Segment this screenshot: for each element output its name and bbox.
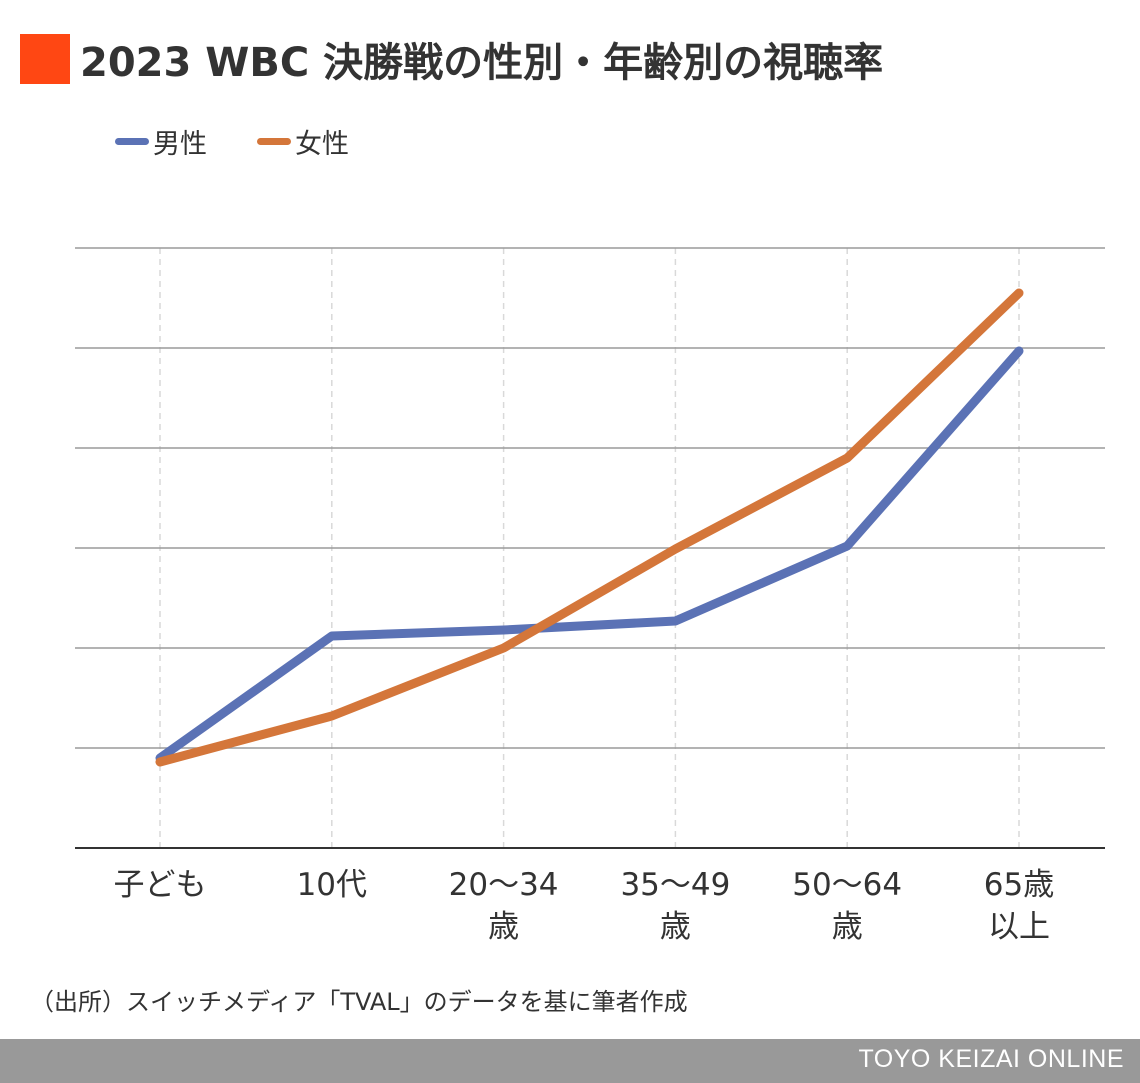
- legend-item-male: 男性: [115, 122, 207, 161]
- legend-label-male: 男性: [153, 129, 207, 160]
- title-marker: [20, 34, 70, 84]
- line-chart: 子ども 10代 20〜34 歳 35〜49 歳 50〜64 歳 65歳以上: [75, 247, 1105, 945]
- chart-title: 2023 WBC 決勝戦の性別・年齢別の視聴率: [80, 40, 884, 86]
- source-note: （出所）スイッチメディア「TVAL」のデータを基に筆者作成: [30, 988, 688, 1016]
- x-tick-label: 50〜64 歳: [792, 867, 902, 945]
- legend: 男性 女性: [115, 122, 399, 161]
- legend-swatch-female: [257, 138, 291, 145]
- series-line-male: [155, 346, 1024, 763]
- x-tick-label: 10代: [297, 867, 367, 903]
- footer-brand: TOYO KEIZAI ONLINE: [858, 1045, 1124, 1073]
- chart-title-row: 2023 WBC 決勝戦の性別・年齢別の視聴率: [20, 32, 883, 86]
- legend-label-female: 女性: [295, 129, 349, 160]
- x-tick-label: 20〜34 歳: [449, 867, 559, 945]
- x-tick-label: 子ども: [114, 867, 207, 903]
- legend-item-female: 女性: [257, 122, 349, 161]
- x-tick-label: 65歳以上: [984, 867, 1054, 945]
- series-line-female: [155, 288, 1024, 767]
- x-tick-label: 35〜49 歳: [620, 867, 730, 945]
- legend-swatch-male: [115, 138, 149, 145]
- footer-bar: TOYO KEIZAI ONLINE: [0, 1039, 1140, 1083]
